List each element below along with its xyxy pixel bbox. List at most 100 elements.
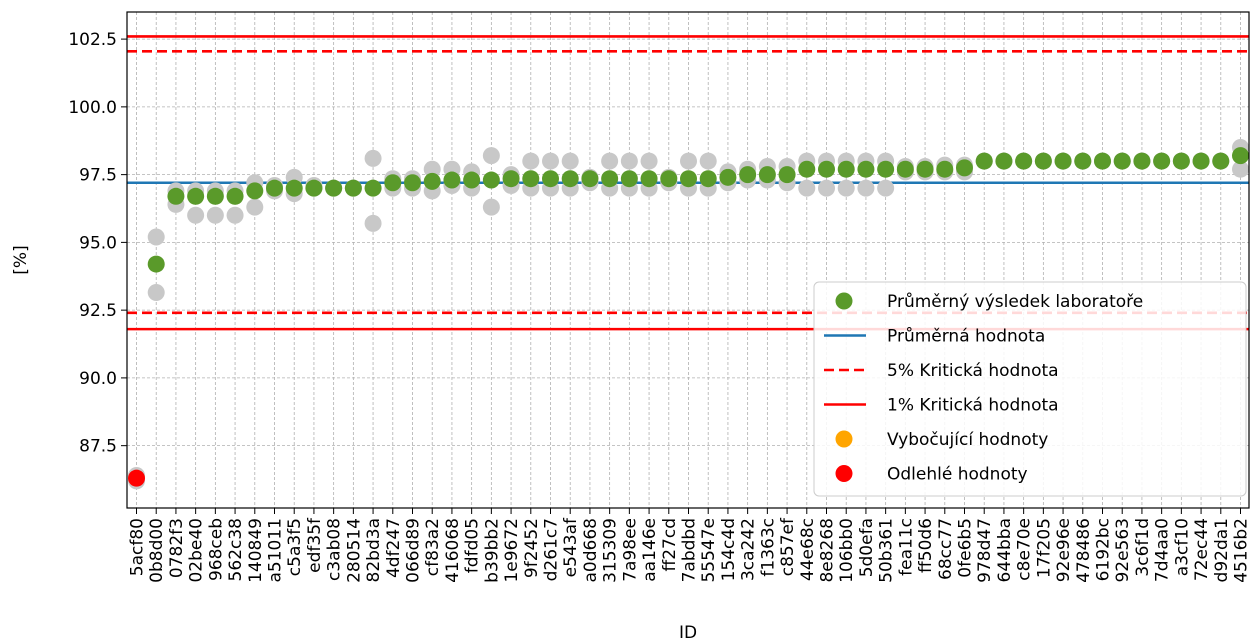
outlier-point (128, 469, 145, 487)
individual-result-point (206, 206, 224, 224)
legend-marker (835, 430, 853, 448)
x-tick-label: 3ca242 (739, 518, 759, 581)
individual-result-point (522, 152, 540, 170)
x-tick-label: e543af (561, 517, 581, 577)
x-tick-label: a0d668 (581, 518, 601, 582)
x-tick-label: 7d4aa0 (1153, 518, 1173, 582)
individual-result-point (818, 179, 835, 197)
lab-mean-point (187, 187, 205, 205)
lab-mean-point (384, 174, 402, 192)
individual-result-point (680, 152, 697, 170)
x-tick-label: 82bd3a (364, 518, 384, 582)
individual-result-point (542, 152, 559, 170)
x-tick-label: c857ef (778, 517, 798, 576)
lab-mean-point (877, 160, 895, 178)
x-tick-label: 55547e (699, 518, 719, 583)
lab-mean-point (167, 187, 185, 205)
legend-box (813, 281, 1247, 497)
lab-mean-point (1212, 152, 1230, 170)
x-tick-label: 0b8d00 (147, 518, 167, 583)
x-tick-label: 106bb0 (837, 518, 857, 583)
lab-mean-point (778, 166, 796, 184)
lab-mean-point (818, 160, 835, 178)
x-tick-label: 68cc77 (936, 518, 956, 580)
legend-label: Průměrná hodnota (887, 327, 1045, 347)
lab-mean-point (344, 179, 362, 197)
legend: Průměrný výsledek laboratoře Průměrná hod… (813, 281, 1247, 497)
lab-mean-point (1054, 152, 1072, 170)
lab-mean-point (206, 187, 224, 205)
legend-label: 5% Kritická hodnota (887, 361, 1059, 381)
x-tick-label: 4516b2 (1232, 518, 1251, 583)
individual-result-point (187, 206, 205, 224)
legend-marker (835, 292, 853, 310)
x-tick-label: 17f205 (1034, 518, 1054, 578)
x-tick-label: 72ec44 (1192, 518, 1212, 581)
lab-mean-point (581, 170, 599, 188)
lab-mean-point (482, 171, 500, 189)
lab-mean-point (404, 174, 421, 192)
lab-mean-point (285, 179, 303, 197)
x-tick-label: edf35f (305, 517, 325, 573)
lab-mean-point (640, 170, 658, 188)
individual-result-point (147, 228, 165, 246)
lab-mean-point (305, 179, 323, 197)
x-tick-label: 02be40 (187, 518, 207, 583)
individual-result-point (699, 152, 717, 170)
x-tick-label: 0fe6b5 (956, 518, 976, 578)
x-tick-label: d261c7 (542, 518, 562, 581)
lab-mean-point (620, 170, 638, 188)
x-tick-label: 9f2452 (522, 518, 542, 578)
x-tick-label: c5a3f5 (285, 518, 305, 576)
lab-mean-point (1153, 152, 1171, 170)
x-tick-label: cf83a2 (423, 518, 443, 576)
lab-mean-point (758, 166, 776, 184)
individual-result-point (147, 284, 165, 302)
x-tick-label: 280514 (344, 518, 364, 583)
individual-result-point (857, 179, 875, 197)
lab-mean-point (680, 170, 697, 188)
lab-mean-point (916, 160, 934, 178)
x-tick-label: 562c38 (226, 518, 246, 581)
lab-mean-point (699, 170, 717, 188)
lab-mean-point (936, 160, 954, 178)
x-tick-label: c3ab08 (325, 518, 345, 581)
lab-mean-point (423, 172, 441, 190)
lab-mean-point (1232, 147, 1249, 165)
lab-mean-point (1094, 152, 1111, 170)
x-tick-label: 478486 (1074, 518, 1094, 583)
x-tick-label: a3cf10 (1172, 518, 1192, 576)
x-tick-label: 44e68c (798, 518, 818, 581)
lab-mean-point (837, 160, 855, 178)
x-tick-label: 3c6f1d (1133, 518, 1153, 577)
y-tick-label: 87.5 (79, 437, 117, 457)
lab-mean-point (1034, 152, 1052, 170)
individual-result-point (837, 179, 855, 197)
y-tick-label: 97.5 (79, 166, 117, 186)
lab-mean-point (857, 160, 875, 178)
x-tick-label: fdfd05 (463, 518, 483, 573)
individual-result-point (226, 206, 244, 224)
individual-result-point (482, 147, 500, 165)
individual-result-point (601, 152, 619, 170)
x-tick-label: 1e9672 (502, 518, 522, 583)
individual-result-point (364, 149, 382, 167)
individual-result-point (246, 198, 264, 216)
individual-result-point (364, 214, 382, 232)
lab-mean-point (1133, 152, 1151, 170)
x-tick-label: 6192bc (1094, 518, 1114, 581)
lab-mean-point (266, 179, 283, 197)
x-axis-label: ID (679, 623, 697, 643)
lab-mean-point (147, 255, 165, 273)
x-tick-label: d92da1 (1212, 518, 1232, 582)
x-tick-label: 4df247 (384, 518, 404, 578)
x-axis: 5acf80 0b8d00 0782f3 02be40 968ceb 562c38 1408… (128, 508, 1251, 583)
lab-mean-point (719, 168, 737, 186)
y-tick-label: 100.0 (68, 98, 117, 118)
x-tick-label: b39bb2 (482, 518, 502, 583)
lab-mean-point (1074, 152, 1092, 170)
legend-label: Vybočující hodnoty (887, 430, 1048, 450)
legend-label: Průměrný výsledek laboratoře (887, 292, 1143, 312)
lab-mean-point (956, 159, 973, 177)
